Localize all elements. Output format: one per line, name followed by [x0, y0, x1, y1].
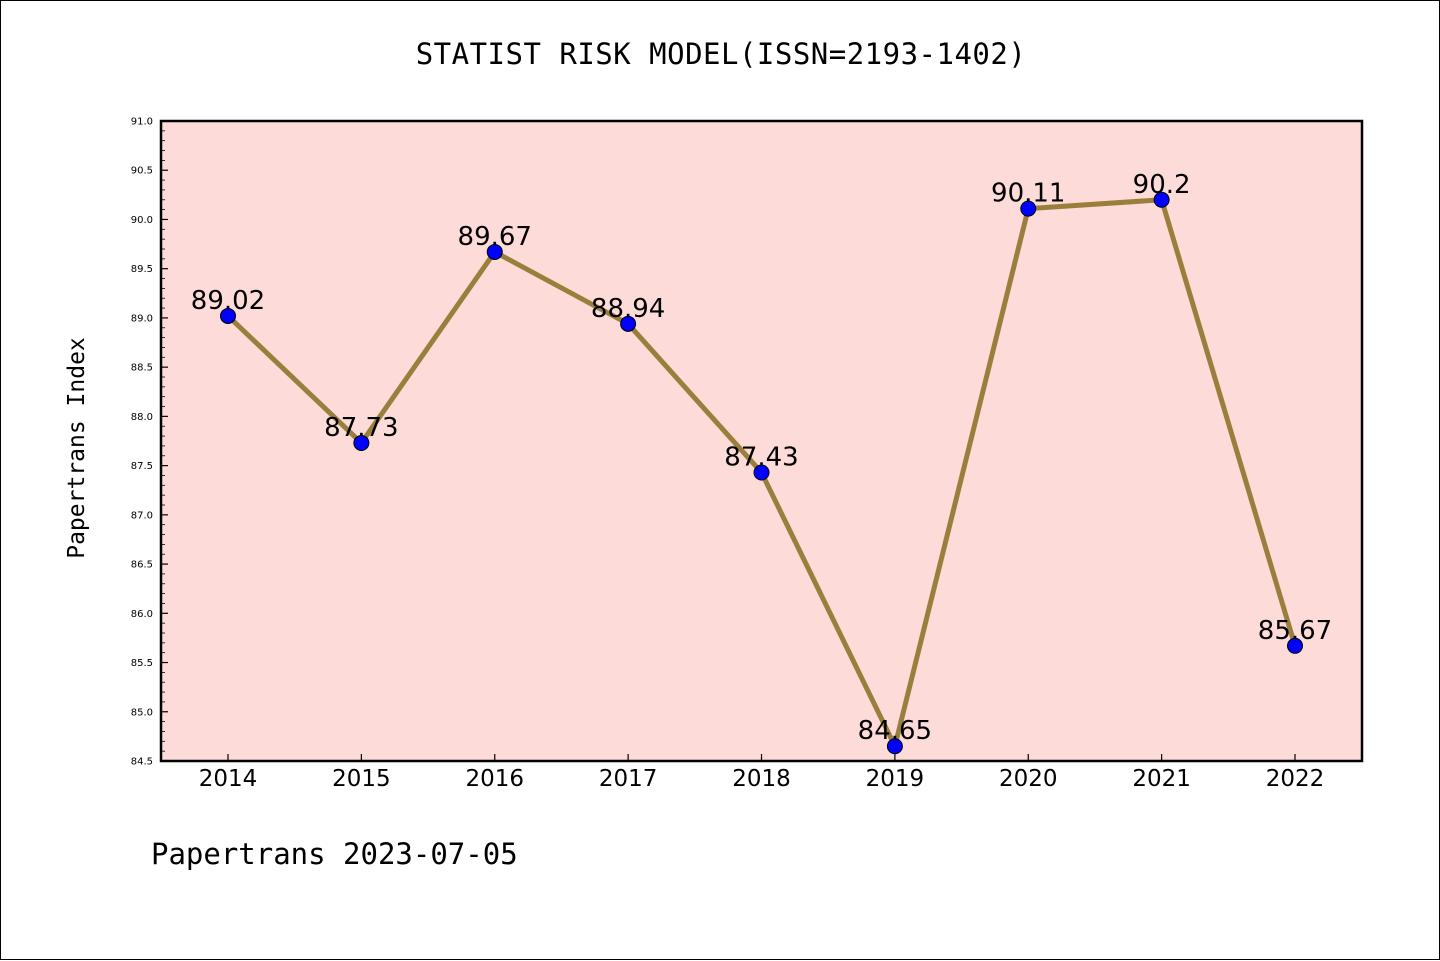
- data-point: [1287, 637, 1303, 654]
- y-tick-label: 84.5: [131, 757, 153, 768]
- x-tick-label: 2017: [599, 766, 658, 792]
- x-tick-label: 2022: [1266, 766, 1325, 792]
- footer-text: Papertrans 2023-07-05: [151, 837, 518, 871]
- x-tick-label: 2019: [866, 766, 925, 792]
- x-tick-label: 2016: [465, 766, 524, 792]
- data-point: [220, 307, 236, 324]
- y-tick-label: 85.5: [131, 658, 153, 669]
- y-tick-label: 90.5: [131, 166, 153, 177]
- data-point: [1020, 200, 1037, 217]
- y-tick-label: 86.5: [131, 560, 153, 571]
- x-tick-label: 2015: [332, 766, 391, 792]
- data-point: [886, 738, 903, 755]
- data-point: [753, 464, 770, 481]
- data-label: 85.67: [1258, 616, 1332, 646]
- data-label: 89.02: [191, 286, 265, 316]
- y-tick-label: 85.0: [131, 707, 153, 718]
- y-tick-label: 88.0: [131, 412, 153, 423]
- y-tick-label: 89.0: [131, 313, 153, 324]
- data-label: 87.73: [324, 413, 398, 443]
- data-label: 88.94: [591, 294, 665, 324]
- data-point: [1153, 191, 1170, 208]
- data-point: [620, 315, 637, 332]
- y-tick-label: 86.0: [131, 609, 153, 620]
- data-label: 84.65: [858, 716, 932, 746]
- data-label: 90.2: [1133, 170, 1191, 200]
- y-tick-label: 89.5: [131, 264, 153, 275]
- data-point: [486, 243, 503, 260]
- data-point: [353, 434, 370, 451]
- plot-border: [159, 119, 1364, 763]
- y-tick-label: 90.0: [131, 215, 153, 226]
- data-label: 90.11: [991, 179, 1065, 209]
- x-tick-label: 2020: [999, 766, 1058, 792]
- x-tick-label: 2018: [732, 766, 791, 792]
- x-tick-label: 2014: [199, 766, 258, 792]
- data-label: 89.67: [458, 222, 532, 252]
- y-tick-label: 87.5: [131, 461, 153, 472]
- y-tick-label: 87.0: [131, 510, 153, 521]
- data-label: 87.43: [724, 443, 798, 473]
- x-tick-label: 2021: [1132, 766, 1191, 792]
- y-tick-label: 88.5: [131, 363, 153, 374]
- chart-title: STATIST RISK MODEL(ISSN=2193-1402): [415, 37, 1027, 71]
- y-tick-label: 91.0: [131, 117, 153, 128]
